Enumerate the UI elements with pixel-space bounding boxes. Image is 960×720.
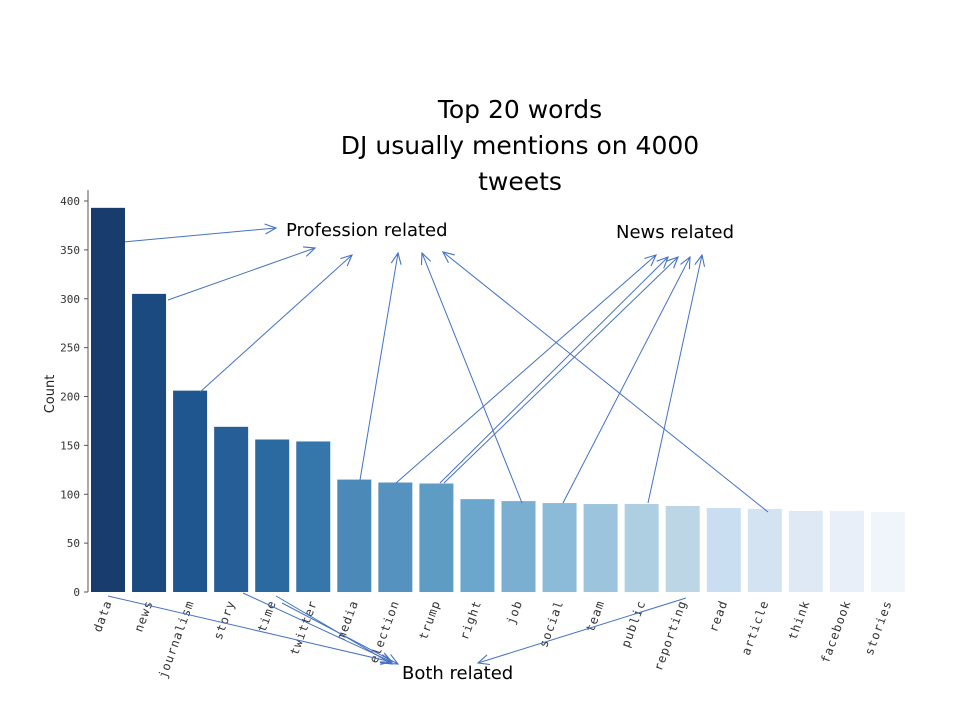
annotation-arrow-election-1-6	[395, 254, 657, 484]
annotation-arrow-reporting-15	[476, 597, 687, 666]
bar-media	[337, 479, 372, 592]
bar-social	[542, 503, 577, 592]
bar-story	[214, 426, 249, 592]
y-tick-label-300: 300	[60, 293, 80, 306]
bar-right	[460, 499, 495, 592]
x-tick-label-reporting: reporting	[651, 598, 689, 672]
x-tick-label-data: data	[90, 598, 114, 634]
x-tick-label-election: election	[367, 598, 403, 665]
x-tick-label-journalism: journalism	[156, 598, 197, 680]
annotation-arrow-news-1	[167, 246, 317, 301]
y-tick-label-0: 0	[73, 586, 80, 599]
bar-time	[255, 439, 290, 592]
bar-twitter	[296, 441, 331, 592]
x-tick-label-facebook: facebook	[818, 598, 854, 665]
axis-layer: 0 50 100 150 200 250 300 350 400 Count data news jou…	[43, 190, 895, 680]
bar-news	[132, 293, 167, 592]
title-line-3: tweets	[478, 167, 562, 196]
y-tick-label-100: 100	[60, 488, 80, 501]
x-tick-label-article: article	[739, 598, 772, 657]
x-tick-label-right: right	[457, 598, 484, 641]
x-tick-label-stories: stories	[862, 598, 895, 657]
bar-stories	[870, 511, 905, 592]
bar-facebook	[829, 510, 864, 592]
y-tick-label-150: 150	[60, 439, 80, 452]
y-tick-label-250: 250	[60, 342, 80, 355]
annotation-arrow-public-10	[647, 253, 706, 504]
annotation-arrow-media-3	[359, 251, 402, 481]
x-tick-label-job: job	[504, 598, 526, 626]
bar-trump	[419, 483, 454, 592]
x-tick-label-read: read	[706, 598, 730, 634]
x-tick-label-twitter: twitter	[287, 598, 320, 657]
y-tick-label-50: 50	[67, 537, 80, 550]
annotation-arrow-social-9	[562, 255, 691, 504]
y-tick-label-350: 350	[60, 244, 80, 257]
bar-team	[583, 504, 618, 592]
annotation-arrow-trump-2-8	[443, 256, 679, 484]
arrow-layer	[107, 223, 769, 666]
x-tick-label-trump: trump	[416, 598, 443, 641]
x-tick-label-think: think	[785, 598, 812, 641]
annotation-arrow-time-12	[242, 592, 394, 663]
bars-layer	[91, 207, 905, 592]
y-tick-label-400: 400	[60, 195, 80, 208]
x-tick-label-social: social	[536, 598, 566, 649]
y-tick-label-200: 200	[60, 391, 80, 404]
bar-think	[788, 510, 823, 592]
bar-job	[501, 501, 536, 592]
news-related-label: News related	[616, 222, 735, 243]
annotation-arrow-data-11	[107, 595, 394, 665]
x-tick-label-story: story	[211, 598, 238, 641]
title-line-1: Top 20 words	[437, 95, 603, 124]
profession-related-label: Profession related	[286, 220, 448, 241]
chart-title: Top 20 words DJ usually mentions on 4000…	[300, 92, 740, 200]
annotation-arrow-twitter-2-14	[281, 602, 400, 665]
bar-read	[706, 507, 741, 592]
y-axis-label: Count	[43, 375, 58, 414]
bar-data	[91, 207, 125, 592]
annotation-arrow-data-0	[124, 223, 278, 243]
bar-election	[378, 482, 413, 592]
bar-journalism	[173, 390, 208, 592]
annotation-arrow-trump-1-7	[439, 256, 669, 484]
annotation-arrow-journalism-2	[199, 254, 353, 393]
annotation-arrow-article-5	[441, 251, 769, 513]
bar-article	[747, 508, 782, 592]
x-tick-label-public: public	[618, 598, 648, 649]
both-related-label: Both related	[402, 663, 514, 684]
bar-public	[624, 504, 659, 592]
annotation-arrow-job-4	[420, 251, 523, 504]
title-line-2: DJ usually mentions on 4000	[340, 131, 700, 160]
x-tick-label-media: media	[334, 598, 361, 641]
bar-reporting	[665, 505, 700, 592]
x-tick-label-news: news	[131, 598, 155, 634]
